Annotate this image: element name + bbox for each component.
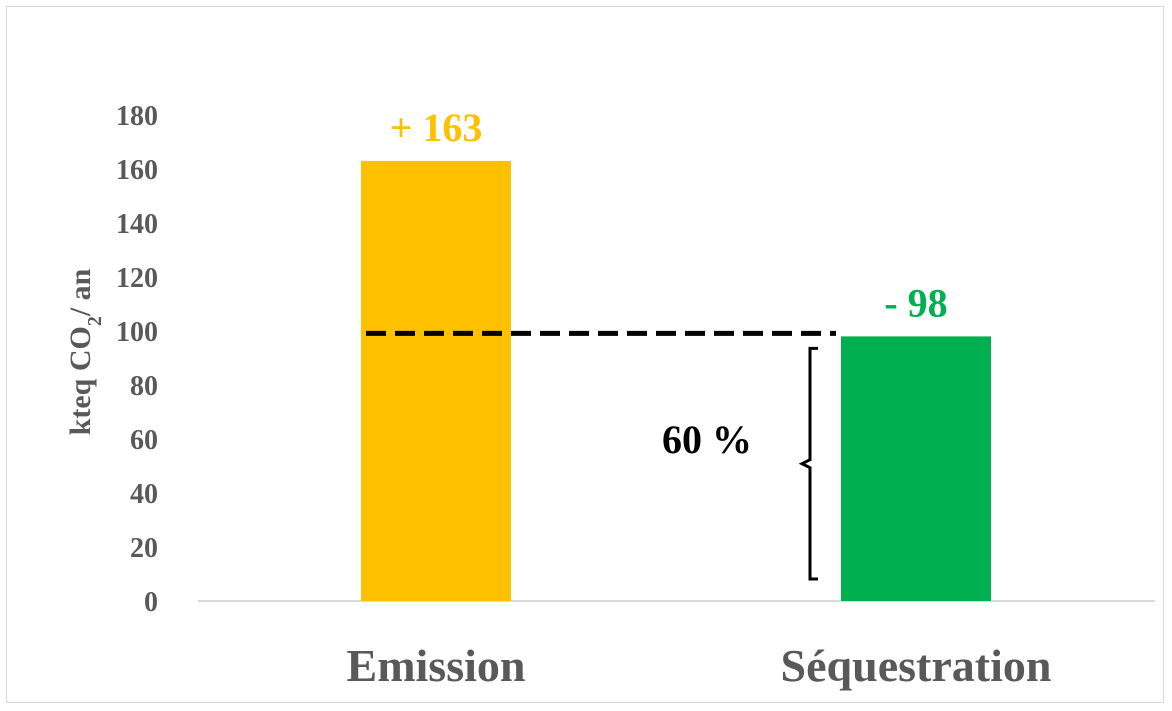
y-tick-label: 80: [130, 371, 158, 402]
bar-emission: [361, 160, 511, 601]
category-label: Séquestration: [781, 640, 1052, 691]
category-labels: Emission Séquestration: [347, 640, 1052, 691]
bar-séquestration: [841, 336, 991, 601]
y-tick-label: 20: [130, 533, 158, 564]
percentage-brace: [798, 346, 818, 581]
category-label: Emission: [347, 640, 526, 691]
y-tick-label: 160: [116, 155, 158, 186]
y-tick-label: 120: [116, 263, 158, 294]
data-label: - 98: [884, 280, 947, 325]
y-tick-label: 180: [116, 101, 158, 132]
y-tick-label: 100: [116, 317, 158, 348]
y-axis-label: kteq CO2/ an: [64, 268, 106, 435]
y-tick-label: 40: [130, 479, 158, 510]
y-axis-ticks: 0 20 40 60 80 100 120 140 160 180: [116, 101, 158, 618]
bars: + 163 - 98: [361, 105, 991, 601]
y-tick-label: 0: [144, 587, 158, 618]
data-label: + 163: [390, 105, 483, 150]
percentage-annotation: 60 %: [662, 417, 752, 462]
y-tick-label: 140: [116, 209, 158, 240]
y-tick-label: 60: [130, 425, 158, 456]
